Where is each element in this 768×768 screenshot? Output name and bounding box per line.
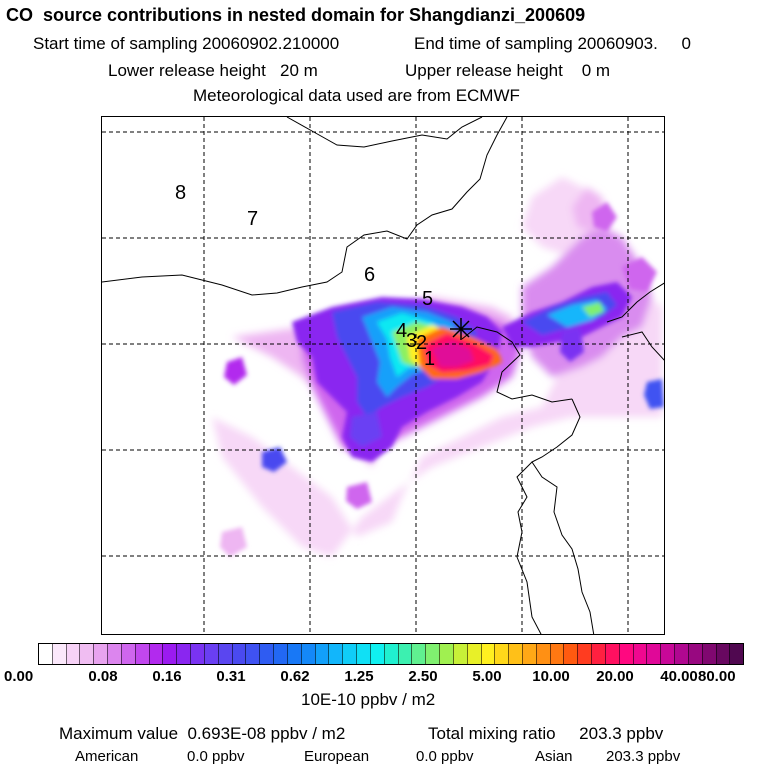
- colorbar-cell: [521, 644, 536, 664]
- colorbar-tick-label: 0.16: [152, 668, 182, 685]
- colorbar: [38, 643, 744, 665]
- colorbar-cell: [701, 644, 716, 664]
- contour-label-6: 6: [364, 264, 375, 286]
- colorbar-cell: [107, 644, 121, 664]
- american-value: 0.0 ppbv: [187, 748, 245, 765]
- european-value: 0.0 ppbv: [416, 748, 474, 765]
- map-canvas: 8 7 6 5 4 3 2 1: [102, 117, 664, 634]
- colorbar-tick-label: 40.00: [660, 668, 698, 685]
- colorbar-cell: [176, 644, 191, 664]
- colorbar-cell: [425, 644, 440, 664]
- colorbar-cell: [93, 644, 108, 664]
- concentration-field: [212, 177, 664, 557]
- colorbar-tick-label: 5.00: [472, 668, 502, 685]
- colorbar-cell: [452, 644, 467, 664]
- colorbar-tick-label: 10.00: [532, 668, 570, 685]
- contour-labels: 8 7 6 5 4 3 2 1: [175, 182, 435, 370]
- colorbar-cell: [563, 644, 578, 664]
- colorbar-cell: [632, 644, 647, 664]
- colorbar-cell: [148, 644, 163, 664]
- colorbar-cell: [591, 644, 605, 664]
- contour-label-5: 5: [422, 288, 433, 310]
- american-label: American: [75, 748, 139, 765]
- colorbar-cell: [314, 644, 329, 664]
- colorbar-cell: [286, 644, 301, 664]
- contour-label-4: 4: [396, 320, 407, 342]
- colorbar-cell: [618, 644, 633, 664]
- colorbar-cell: [369, 644, 384, 664]
- colorbar-tick-label: 0.31: [216, 668, 246, 685]
- european-label: European: [304, 748, 370, 765]
- colorbar-cell: [466, 644, 481, 664]
- colorbar-cell: [162, 644, 177, 664]
- colorbar-unit-label: 10E-10 ppbv / m2: [301, 690, 436, 709]
- colorbar-tick-label: 0.62: [280, 668, 310, 685]
- colorbar-cell: [439, 644, 453, 664]
- colorbar-cell: [65, 644, 80, 664]
- colorbar-cell: [356, 644, 370, 664]
- colorbar-cell: [411, 644, 426, 664]
- colorbar-tick-label: 20.00: [596, 668, 634, 685]
- colorbar-cell: [217, 644, 232, 664]
- colorbar-cell: [674, 644, 688, 664]
- colorbar-cell: [480, 644, 495, 664]
- colorbar-cell: [660, 644, 675, 664]
- contour-label-1: 1: [424, 348, 435, 370]
- colorbar-cell: [190, 644, 204, 664]
- colorbar-cell: [549, 644, 564, 664]
- plot-title: CO source contributions in nested domain…: [6, 5, 586, 25]
- asian-value: 203.3 ppbv: [606, 748, 681, 765]
- colorbar-cell: [79, 644, 94, 664]
- colorbar-tick-label: 0.00: [4, 668, 34, 685]
- end-time-label: End time of sampling 20060903. 0: [414, 34, 691, 53]
- colorbar-cell: [203, 644, 218, 664]
- colorbar-cell: [715, 644, 730, 664]
- colorbar-cell: [687, 644, 702, 664]
- footprint-map: 8 7 6 5 4 3 2 1: [101, 116, 665, 635]
- max-value-label: Maximum value 0.693E-08 ppbv / m2: [59, 724, 346, 743]
- lat-lon-grid: [102, 117, 664, 634]
- colorbar-cell: [328, 644, 343, 664]
- colorbar-cell: [259, 644, 274, 664]
- contour-label-3: 3: [406, 330, 417, 352]
- colorbar-cell: [245, 644, 260, 664]
- colorbar-cell: [273, 644, 287, 664]
- colorbar-cell: [231, 644, 246, 664]
- colorbar-tick-label: 2.50: [408, 668, 438, 685]
- total-mixing-label: Total mixing ratio 203.3 ppbv: [428, 724, 664, 743]
- colorbar-cell: [39, 644, 52, 664]
- colorbar-tick-label: 0.08: [88, 668, 118, 685]
- asian-label: Asian: [535, 748, 573, 765]
- colorbar-cell: [120, 644, 135, 664]
- lower-release-label: Lower release height 20 m: [108, 61, 318, 80]
- colorbar-cell: [134, 644, 149, 664]
- colorbar-cell: [646, 644, 661, 664]
- colorbar-cell: [51, 644, 66, 664]
- colorbar-cell: [604, 644, 619, 664]
- receptor-marker-icon: [450, 318, 472, 340]
- colorbar-cell: [508, 644, 522, 664]
- start-time-label: Start time of sampling 20060902.210000: [33, 34, 340, 53]
- contour-label-8: 8: [175, 182, 186, 204]
- colorbar-cell: [342, 644, 357, 664]
- colorbar-tick-label: 1.25: [344, 668, 374, 685]
- contour-label-2: 2: [416, 332, 427, 354]
- colorbar-cell: [383, 644, 398, 664]
- upper-release-label: Upper release height 0 m: [405, 61, 611, 80]
- colorbar-cell: [729, 644, 744, 664]
- colorbar-cell: [577, 644, 592, 664]
- met-data-label: Meteorological data used are from ECMWF: [193, 86, 520, 105]
- colorbar-cell: [535, 644, 550, 664]
- colorbar-cell: [397, 644, 412, 664]
- colorbar-cell: [494, 644, 509, 664]
- colorbar-tick-label: 80.00: [698, 668, 736, 685]
- contour-label-7: 7: [247, 208, 258, 230]
- colorbar-cell: [300, 644, 315, 664]
